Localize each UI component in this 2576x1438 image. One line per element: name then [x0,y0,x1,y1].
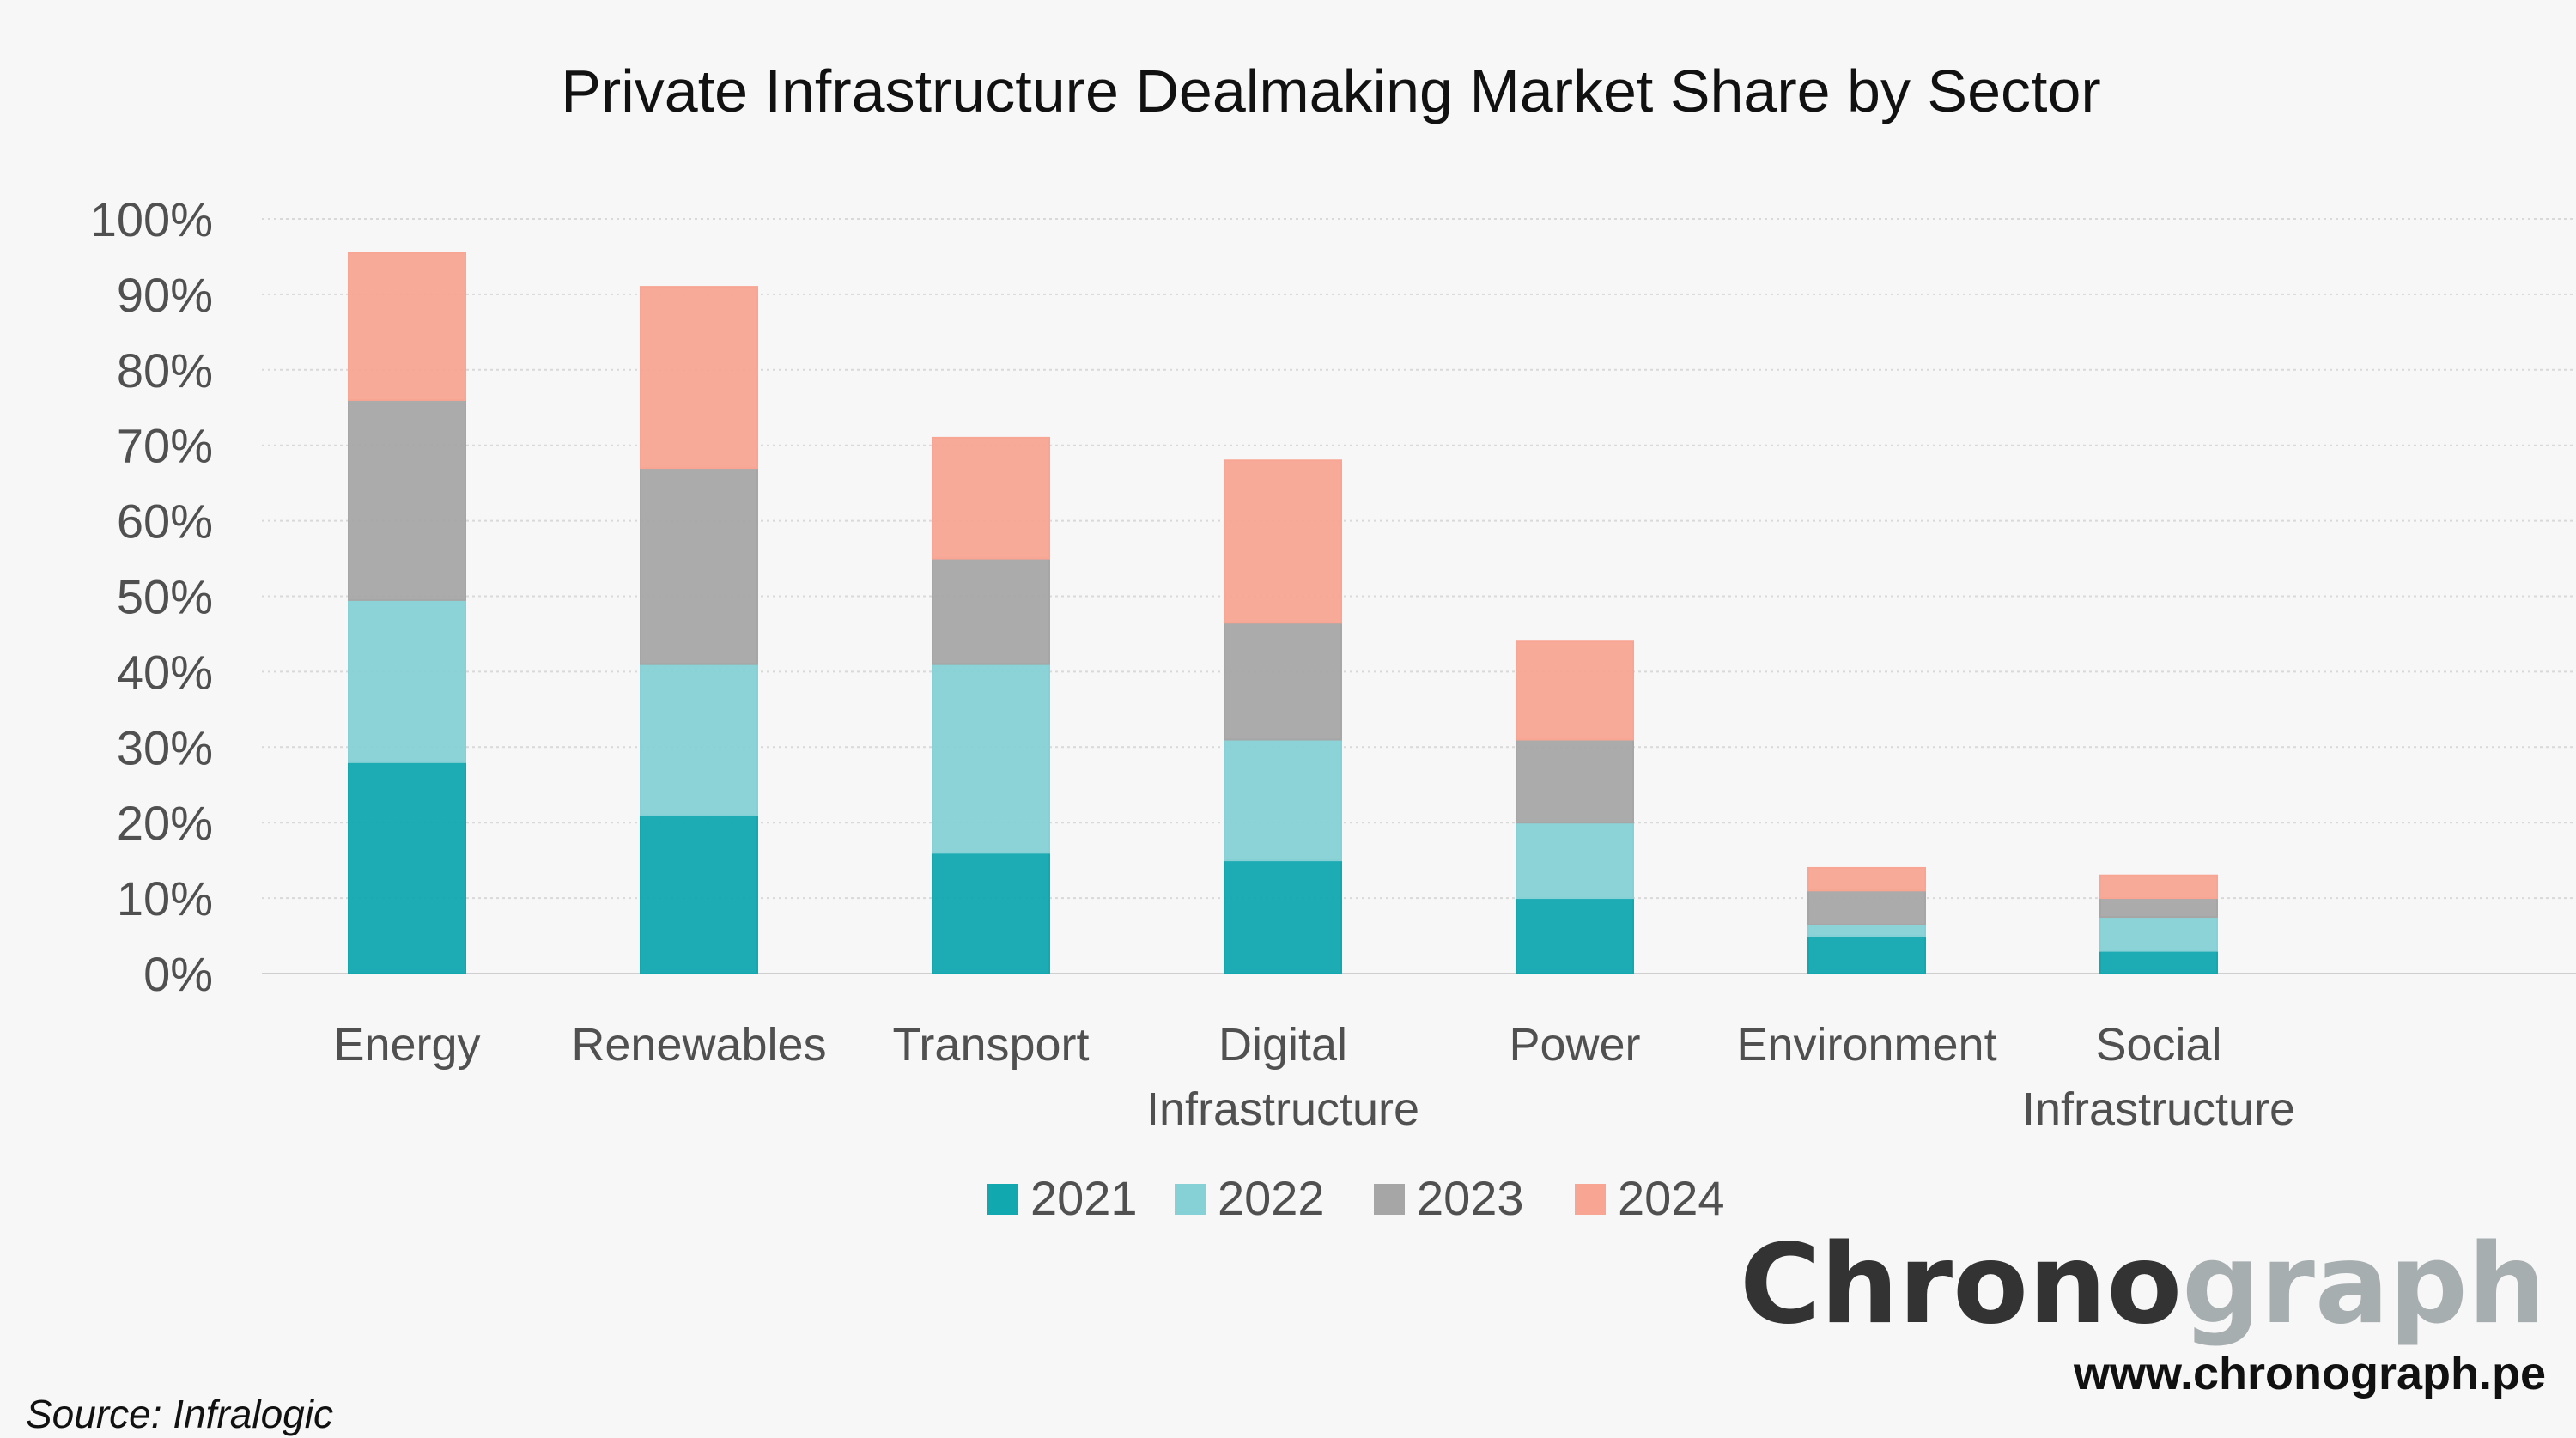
legend-item: 2022 [1175,1171,1325,1225]
legend-swatch [1374,1184,1405,1215]
y-tick-label: 100% [90,192,213,246]
y-tick-label: 30% [117,720,213,774]
x-tick-label: Power [1509,1019,1640,1071]
bar-segment [1224,622,1342,741]
gridlines [262,218,2576,974]
bar-segment [932,436,1050,560]
bar-segment [1224,738,1342,862]
x-tick-label: Renewables [571,1019,826,1071]
y-tick-label: 0% [143,947,213,1001]
bar-segment [640,663,758,816]
bar-segment [348,252,466,401]
bar-segment [932,557,1050,665]
bar-segment [640,814,758,974]
bar-segment [2099,874,2218,900]
bar-segment [2099,916,2218,952]
brand-name-light: graph [2182,1221,2546,1349]
bar-segment [1224,459,1342,624]
legend-label: 2023 [1417,1171,1524,1225]
bar-segment [2099,897,2218,919]
bar-segment [932,852,1050,974]
x-tick-label: Transport [892,1019,1089,1071]
bar-segment [1807,866,1926,892]
bar-segment [348,761,466,974]
x-axis: Energy Renewables Transport Digital Infrastr… [333,1019,2295,1135]
bar-segment [1516,822,1634,900]
bar-segment [348,398,466,601]
bar-segment [1807,935,1926,975]
bar-segment [2099,950,2218,975]
bar-segment [1224,859,1342,975]
y-tick-label: 60% [117,495,213,549]
bar-segment [1807,889,1926,925]
bar-segment [1516,640,1634,741]
x-tick-label: Social Infrastructure [2022,1019,2295,1135]
legend-label: 2021 [1030,1171,1138,1225]
legend-label: 2024 [1618,1171,1725,1225]
y-tick-label: 40% [117,645,213,699]
brand-logo: Chronograph [1740,1221,2546,1349]
y-tick-label: 20% [117,796,213,850]
y-axis: 0% 10% 20% 30% 40% 50% 60% 70% 80% 90% 100% [90,192,213,1001]
bar-segment [640,467,758,665]
legend-swatch [987,1184,1018,1215]
brand-url: www.chronograph.pe [2073,1348,2546,1399]
bar-segment [348,598,466,763]
y-tick-label: 50% [117,570,213,624]
y-tick-label: 10% [117,871,213,925]
legend-swatch [1575,1184,1606,1215]
legend-swatch [1175,1184,1206,1215]
brand-name-dark: Chrono [1740,1221,2182,1349]
bars [348,252,2218,975]
legend: 2021 2022 2023 2024 [987,1171,1725,1225]
x-tick-label: Digital Infrastructure [1146,1019,1419,1135]
y-tick-label: 70% [117,419,213,473]
x-tick-label: Environment [1736,1019,1996,1071]
x-tick-label: Energy [333,1019,480,1071]
y-tick-label: 90% [117,268,213,322]
bar-segment [1516,897,1634,974]
legend-label: 2022 [1218,1171,1325,1225]
bar-segment [932,663,1050,854]
bar-segment [640,286,758,470]
legend-item: 2024 [1575,1171,1725,1225]
y-tick-label: 80% [117,343,213,397]
legend-item: 2023 [1374,1171,1524,1225]
bar-segment [1516,738,1634,824]
chart-title: Private Infrastructure Dealmaking Market… [561,58,2101,124]
source-note: Source: Infralogic [26,1392,333,1436]
legend-item: 2021 [987,1171,1138,1225]
bar-segment [1807,923,1926,937]
